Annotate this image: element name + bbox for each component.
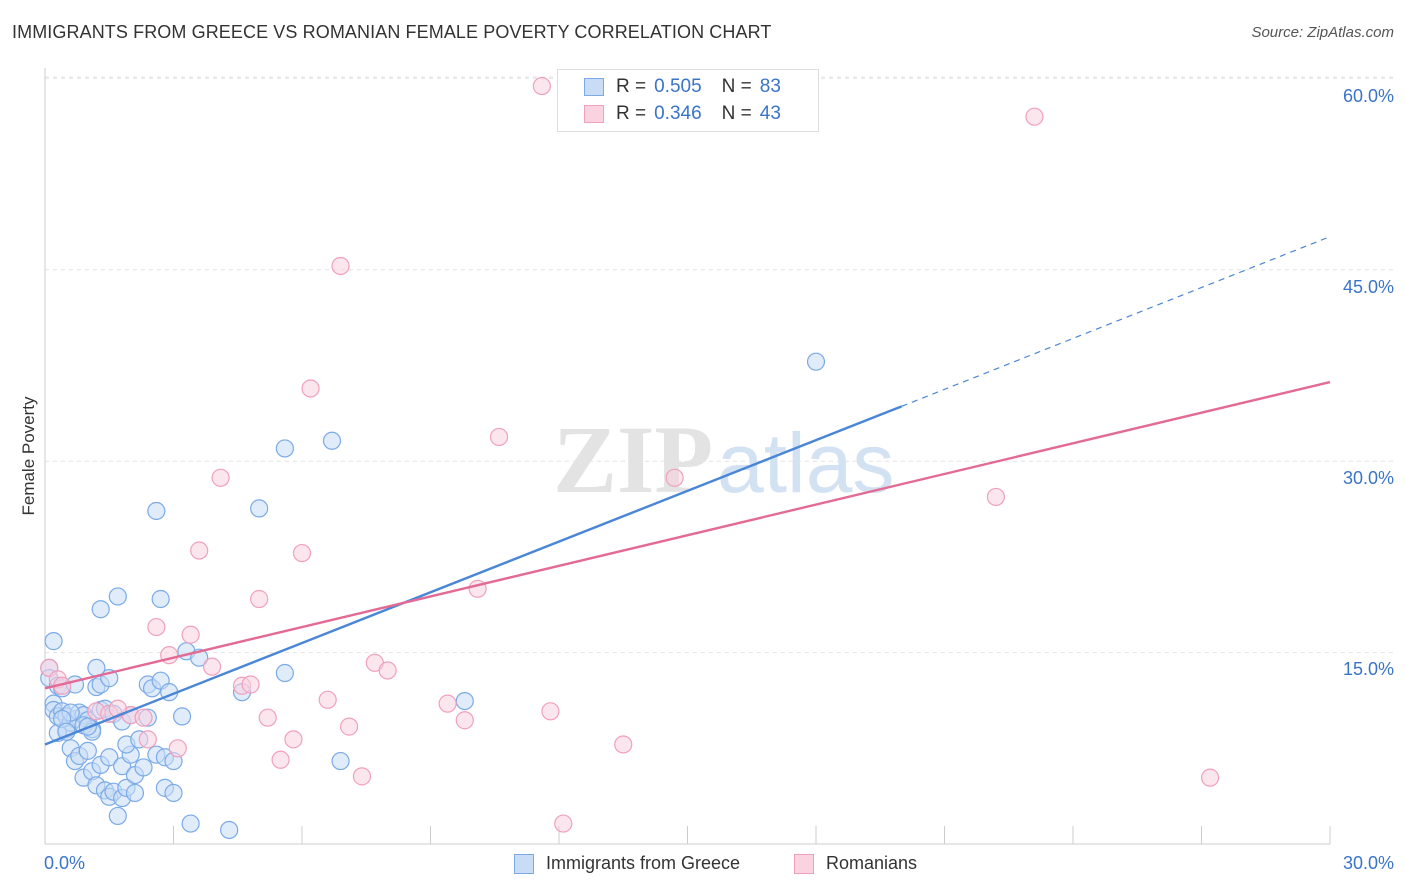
- legend-swatch-greece: [584, 78, 604, 96]
- series-label-romanians: Romanians: [826, 853, 918, 873]
- point-romanians: [554, 814, 573, 833]
- data-points: [40, 76, 1220, 840]
- legend-n-value: 83: [759, 76, 781, 97]
- legend-row-greece: R = 0.505 N = 83: [584, 75, 781, 99]
- point-romanians: [1025, 107, 1044, 126]
- point-romanians: [1200, 768, 1220, 787]
- trend-line-greece: [44, 405, 903, 746]
- legend-n-label: N =: [721, 76, 752, 97]
- point-greece: [134, 758, 153, 777]
- watermark: ZIP atlas: [553, 406, 894, 513]
- point-greece: [125, 783, 145, 803]
- legend-row-romanians: R = 0.346 N = 43: [584, 102, 781, 126]
- point-romanians: [541, 702, 560, 721]
- point-romanians: [147, 617, 166, 637]
- point-romanians: [134, 708, 153, 727]
- point-romanians: [202, 657, 222, 676]
- chart-title: IMMIGRANTS FROM GREECE VS ROMANIAN FEMAL…: [12, 22, 772, 42]
- point-romanians: [331, 256, 350, 276]
- point-romanians: [489, 427, 509, 447]
- series-swatch-romanians: [794, 853, 814, 874]
- point-romanians: [301, 379, 320, 398]
- point-romanians: [181, 625, 200, 644]
- series-legend-romanians[interactable]: Romanians: [794, 853, 917, 874]
- y-axis-label: Female Poverty: [19, 396, 38, 516]
- series-label-greece: Immigrants from Greece: [546, 853, 741, 873]
- x-tick-max: 30.0%: [1342, 853, 1394, 873]
- legend-r-value: 0.505: [654, 76, 702, 97]
- point-romanians: [340, 717, 359, 736]
- watermark-atlas: atlas: [717, 416, 894, 510]
- point-greece: [220, 820, 239, 840]
- point-greece: [151, 589, 170, 609]
- point-romanians: [665, 468, 684, 487]
- legend-r-label: R =: [616, 76, 647, 97]
- gridlines: [45, 76, 1395, 654]
- point-romanians: [138, 730, 157, 749]
- watermark-zip: ZIP: [553, 406, 713, 513]
- point-greece: [181, 814, 200, 833]
- legend-r-label: R =: [616, 103, 647, 124]
- point-romanians: [258, 708, 277, 727]
- point-greece: [44, 632, 63, 651]
- y-tick-30: 30.0%: [1342, 468, 1394, 488]
- point-romanians: [378, 661, 397, 680]
- point-greece: [108, 587, 127, 606]
- y-tick-45: 45.0%: [1342, 277, 1394, 297]
- legend-n-label: N =: [721, 103, 752, 124]
- x-tick-min: 0.0%: [44, 853, 86, 873]
- y-tick-15: 15.0%: [1342, 659, 1394, 679]
- trend-line-romanians: [44, 380, 1331, 690]
- point-greece: [275, 439, 294, 458]
- point-romanians: [292, 543, 312, 563]
- point-greece: [172, 707, 192, 726]
- point-romanians: [455, 711, 474, 730]
- legend-n-value: 43: [759, 103, 781, 124]
- point-greece: [250, 499, 269, 518]
- point-greece: [108, 806, 127, 826]
- point-romanians: [211, 468, 230, 487]
- point-greece: [91, 600, 110, 619]
- point-greece: [331, 751, 350, 771]
- point-greece: [78, 741, 97, 760]
- series-swatch-greece: [514, 853, 534, 874]
- point-greece: [147, 501, 166, 521]
- point-romanians: [168, 739, 187, 758]
- point-romanians: [532, 76, 551, 96]
- trend-lines: [44, 236, 1331, 746]
- point-greece: [322, 431, 342, 450]
- source-note: Source: ZipAtlas.com: [1251, 24, 1394, 41]
- point-greece: [275, 663, 294, 683]
- point-romanians: [190, 541, 209, 560]
- legend-r-value: 0.346: [654, 103, 702, 124]
- y-tick-60: 60.0%: [1342, 86, 1394, 106]
- point-greece: [806, 352, 826, 371]
- point-romanians: [250, 589, 269, 609]
- point-romanians: [318, 690, 337, 709]
- point-romanians: [438, 694, 457, 713]
- point-romanians: [284, 730, 303, 749]
- point-romanians: [986, 487, 1006, 507]
- point-greece: [164, 783, 183, 803]
- series-legend-greece[interactable]: Immigrants from Greece: [514, 853, 740, 874]
- legend-swatch-romanians: [584, 105, 604, 123]
- point-romanians: [241, 675, 260, 694]
- point-romanians: [271, 750, 290, 769]
- point-romanians: [352, 767, 372, 786]
- trend-line-greece-projection: [901, 236, 1331, 407]
- point-romanians: [614, 735, 633, 754]
- point-greece: [455, 691, 474, 711]
- point-greece: [100, 748, 119, 767]
- stats-legend: R = 0.505 N = 83 R = 0.346 N = 43: [557, 69, 819, 132]
